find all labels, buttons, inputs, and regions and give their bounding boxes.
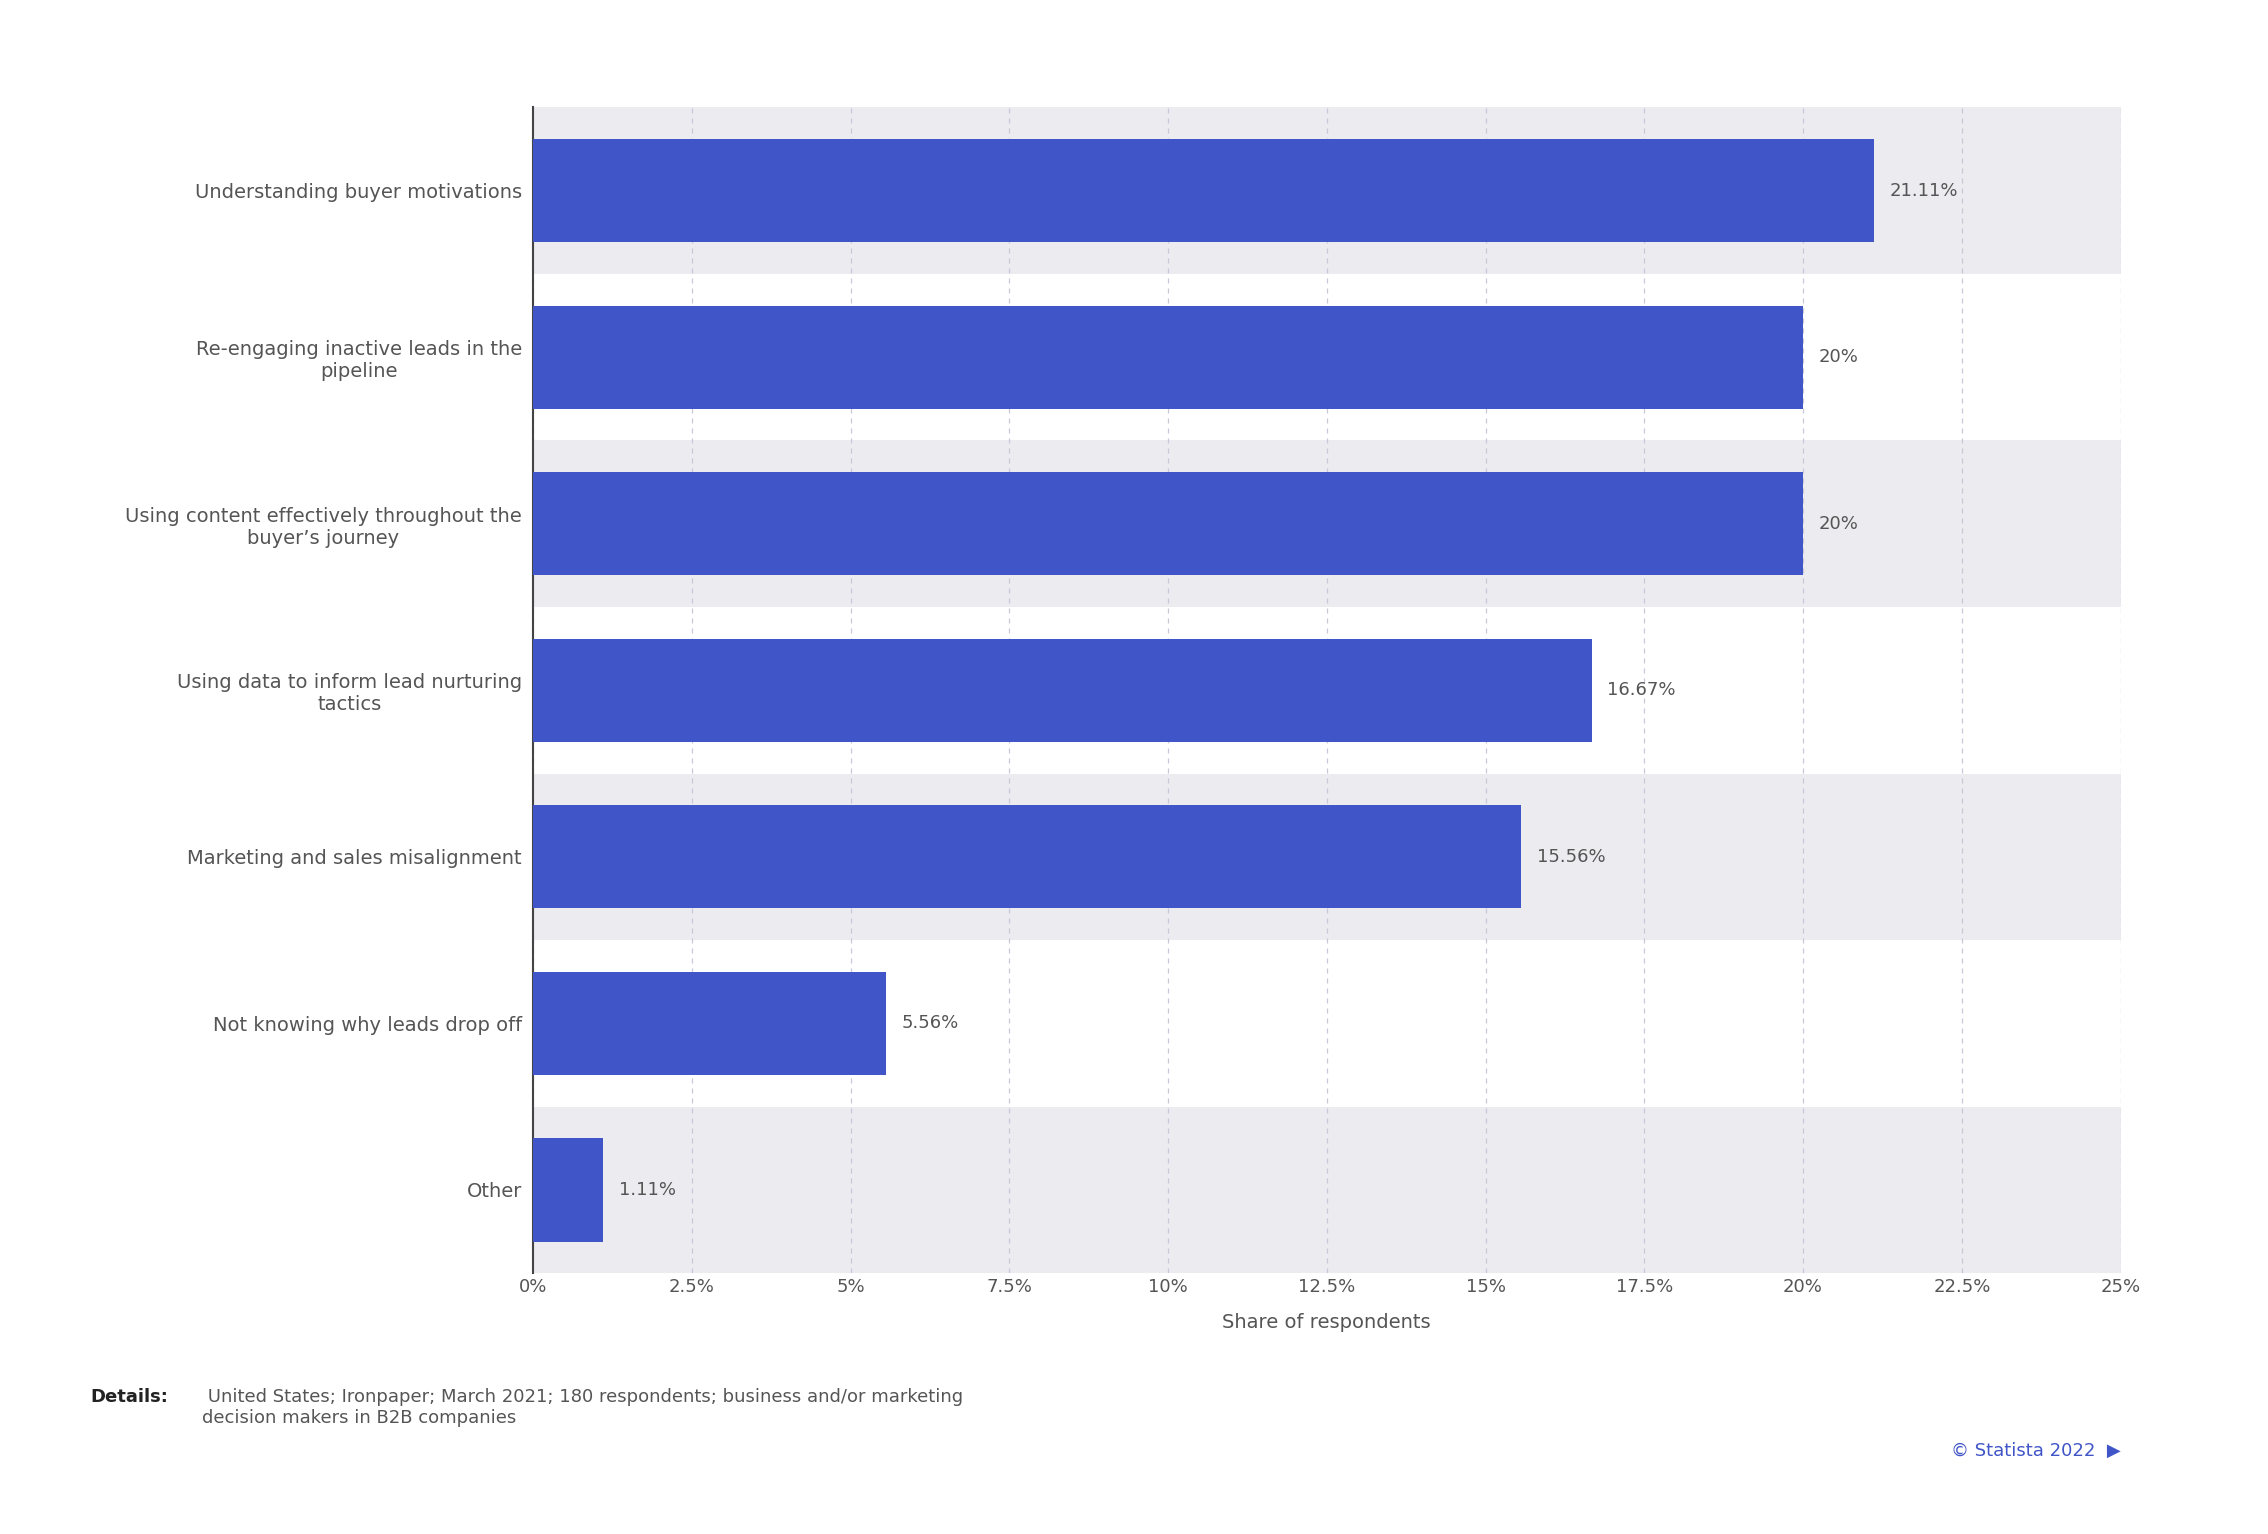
Text: © Statista 2022  ▶: © Statista 2022 ▶ xyxy=(1950,1442,2121,1460)
Text: 1.11%: 1.11% xyxy=(619,1181,676,1200)
Text: 16.67%: 16.67% xyxy=(1608,681,1676,700)
Bar xyxy=(533,940,2121,1106)
Bar xyxy=(533,472,1803,575)
Bar xyxy=(533,773,2121,940)
Text: Details:: Details: xyxy=(91,1388,168,1407)
Bar xyxy=(533,440,2121,607)
Bar xyxy=(533,1138,603,1241)
Bar xyxy=(533,607,2121,773)
Text: 5.56%: 5.56% xyxy=(903,1014,959,1032)
Bar xyxy=(533,107,2121,275)
Bar xyxy=(533,638,1592,742)
Bar xyxy=(533,1106,2121,1273)
Text: 15.56%: 15.56% xyxy=(1538,848,1606,865)
Text: 20%: 20% xyxy=(1819,348,1860,367)
Text: 20%: 20% xyxy=(1819,515,1860,532)
Bar xyxy=(533,140,1873,242)
Bar xyxy=(533,305,1803,410)
Bar xyxy=(533,275,2121,440)
Bar xyxy=(533,971,887,1075)
Bar xyxy=(533,805,1522,908)
Text: United States; Ironpaper; March 2021; 180 respondents; business and/or marketing: United States; Ironpaper; March 2021; 18… xyxy=(202,1388,964,1427)
X-axis label: Share of respondents: Share of respondents xyxy=(1222,1313,1431,1332)
Text: 21.11%: 21.11% xyxy=(1889,181,1957,199)
